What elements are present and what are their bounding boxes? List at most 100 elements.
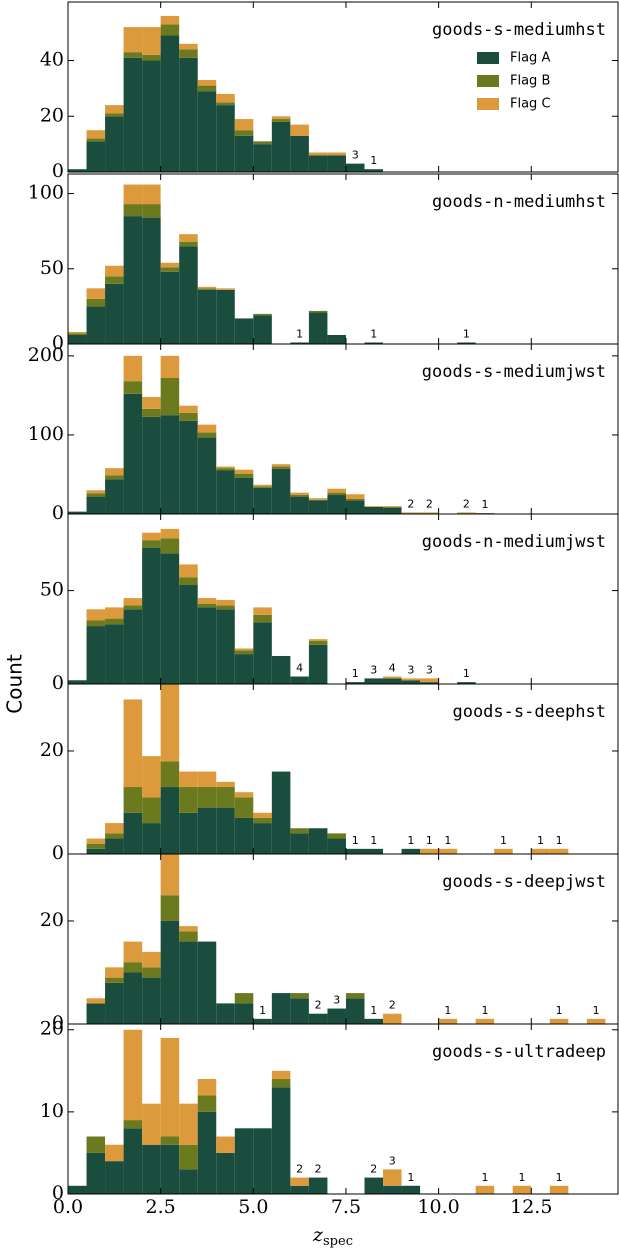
bar [234,469,254,474]
bar [123,52,143,58]
bar [197,80,217,86]
bar [438,1018,458,1024]
bar [123,605,143,610]
bar [197,807,217,854]
count-label: 1 [463,667,470,680]
bar [308,644,328,684]
count-label: 4 [296,662,303,675]
count-label: 1 [370,154,377,167]
panel-title: goods-n-mediumhst [432,192,606,212]
legend-swatch [477,75,499,87]
bar [475,1185,495,1194]
bar [123,57,143,173]
bar [401,512,421,514]
bar [142,217,161,344]
bar [197,1095,217,1112]
bar [160,267,180,272]
bar [420,512,439,514]
bar [179,584,198,684]
bar [179,812,198,854]
bar [271,466,291,469]
bar [160,378,180,416]
bar [308,641,328,645]
bar [271,655,291,684]
y-tick-label: 0 [52,842,64,864]
bar [197,289,217,344]
bar [123,27,143,53]
bar [216,1152,235,1194]
bar [253,823,272,854]
bar [345,500,365,514]
count-label: 1 [370,834,377,847]
bar [216,289,235,344]
panel-title: goods-s-mediumhst [432,20,606,40]
count-label: 1 [519,1171,526,1184]
bar [160,787,180,854]
bar [234,797,254,818]
count-label: 3 [352,149,359,162]
bar [86,620,106,627]
count-label: 1 [537,834,544,847]
bar [179,405,198,413]
bar [160,35,180,172]
bar [160,895,180,921]
bar [327,152,346,156]
bar [216,288,235,290]
bar [86,1003,106,1024]
bar [216,1003,235,1024]
bar [290,124,309,136]
bar [345,163,365,172]
bar [160,1037,180,1137]
bar [86,490,106,494]
y-tick-label: 20 [40,739,64,761]
count-label: 2 [315,1163,322,1176]
bar [308,498,328,500]
bar [345,993,365,999]
bar [197,437,217,514]
bar [179,1103,198,1145]
count-label: 2 [407,497,414,510]
count-label: 3 [333,994,340,1007]
bar [160,15,180,25]
bar [105,105,124,114]
bar [142,1103,161,1145]
bar [253,141,272,145]
y-tick-label: 200 [28,344,64,366]
panel-title: goods-s-mediumjwst [422,362,606,382]
count-label: 4 [389,662,396,675]
bar [105,833,124,839]
bar [86,998,106,1004]
bar [290,342,309,344]
bar [123,598,143,606]
y-tick-label: 40 [40,49,64,71]
bar [197,771,217,788]
bar [234,654,254,684]
panel-title: goods-s-ultradeep [432,1042,606,1062]
y-tick-label: 100 [28,182,64,204]
bar [383,1169,402,1186]
panel-title: goods-n-mediumjwst [422,532,606,552]
bar [234,1128,254,1194]
y-tick-label: 20 [40,909,64,931]
x-axis-label: zspec [312,1224,353,1249]
bar [142,184,161,205]
count-label: 1 [463,327,470,340]
bar [86,288,106,299]
bar [142,27,161,55]
bar [271,993,291,1024]
bar [160,1144,180,1194]
bar [86,1152,106,1194]
bar [216,781,235,788]
bar [383,676,402,679]
bar [216,468,235,471]
bar [105,116,124,172]
bar [327,488,346,493]
count-label: 1 [444,1004,451,1017]
bar [86,138,106,142]
bar [105,624,124,684]
legend-label: Flag A [510,51,550,66]
count-label: 3 [389,1154,396,1167]
count-label: 1 [593,1004,600,1017]
count-label: 1 [407,834,414,847]
bar [216,787,235,808]
